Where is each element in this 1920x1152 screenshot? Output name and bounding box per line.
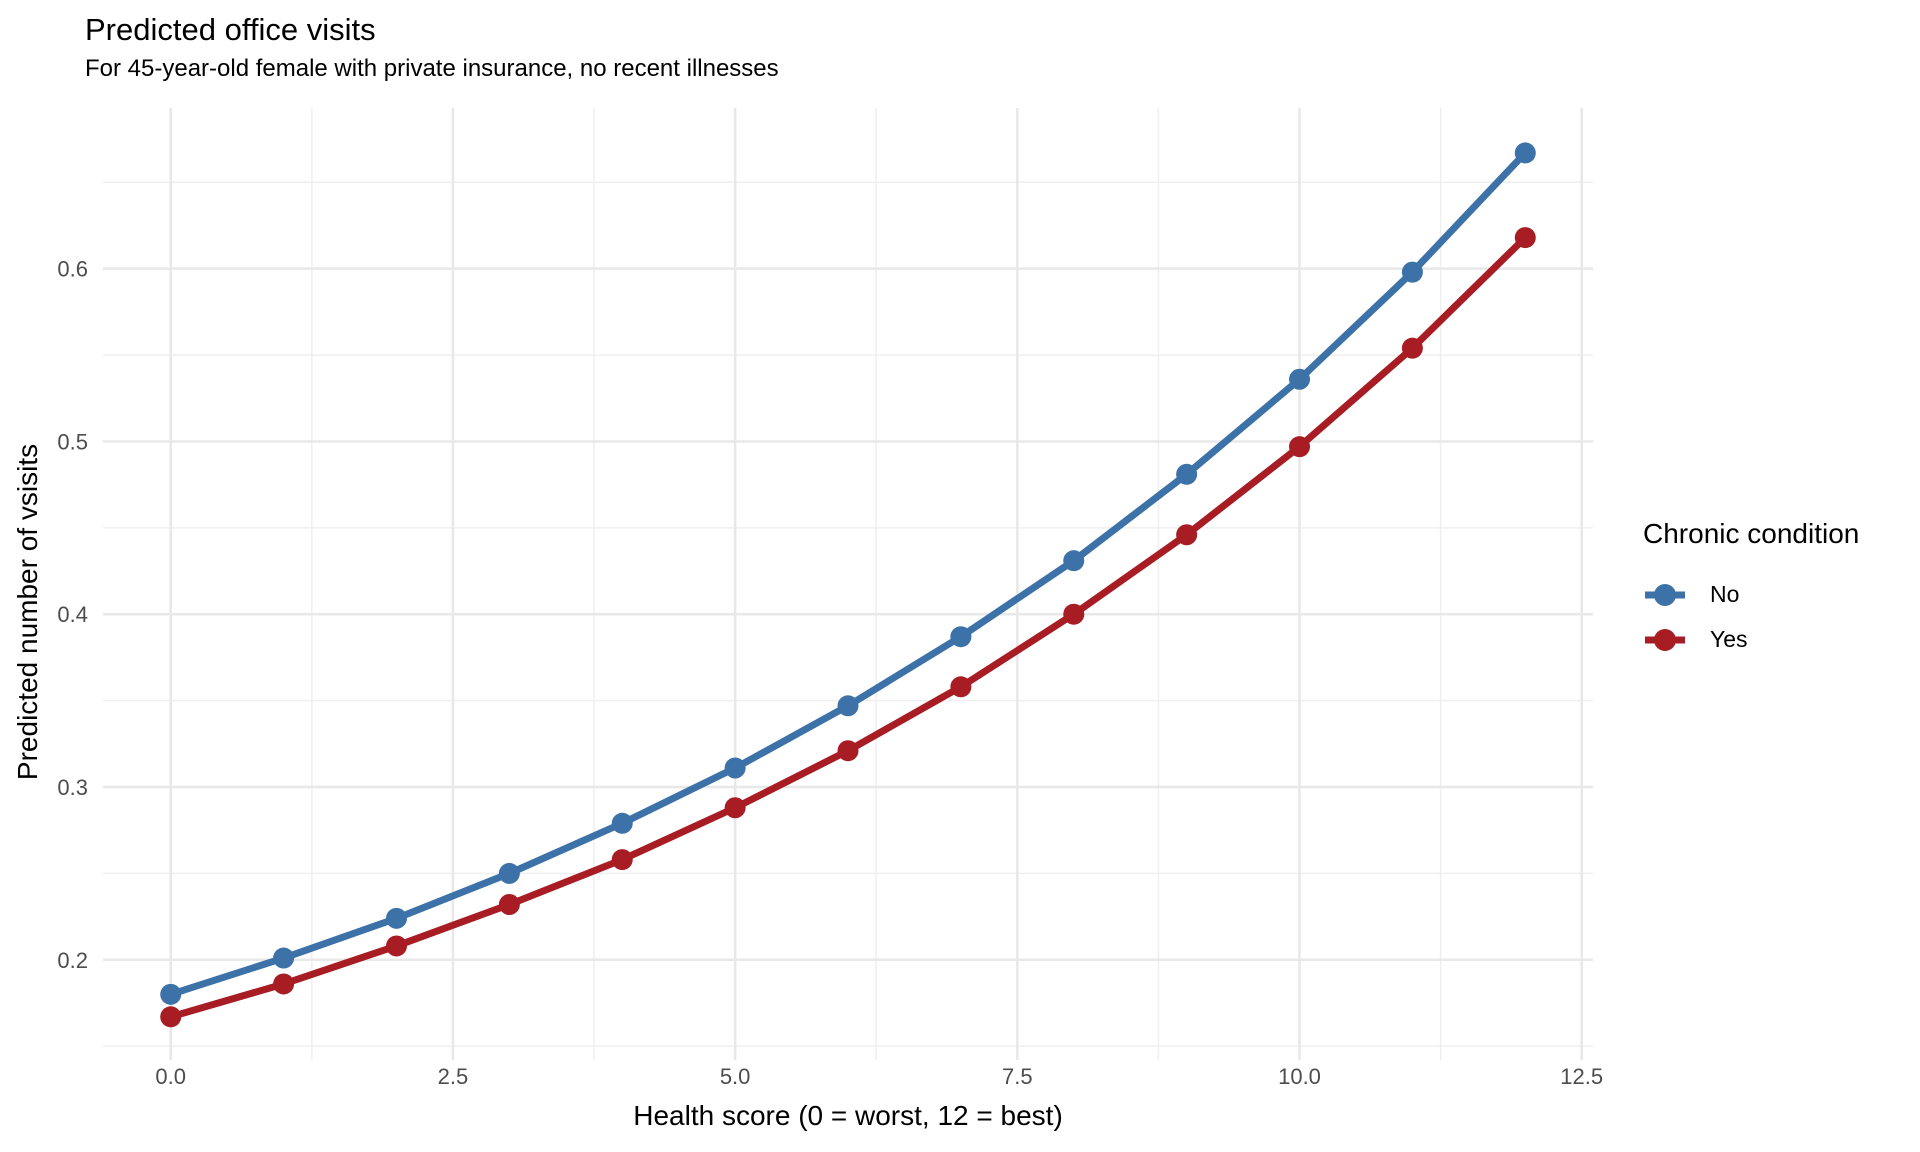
y-tick-label: 0.4: [57, 602, 88, 627]
data-point-no: [1063, 550, 1085, 572]
legend-key-no-icon: [1645, 583, 1685, 606]
x-tick-label: 10.0: [1278, 1064, 1321, 1089]
data-point-no: [1176, 463, 1198, 485]
data-point-yes: [160, 1006, 182, 1028]
data-point-no: [160, 983, 182, 1005]
data-point-no: [498, 862, 520, 884]
data-point-no: [611, 812, 633, 834]
legend-item-yes: Yes: [1643, 617, 1913, 662]
data-point-yes: [837, 740, 859, 762]
data-point-no: [1514, 142, 1536, 164]
data-point-yes: [724, 797, 746, 819]
y-tick-label: 0.2: [57, 948, 88, 973]
data-point-no: [273, 947, 295, 969]
x-tick-label: 7.5: [1002, 1064, 1033, 1089]
data-point-no: [1401, 261, 1423, 283]
data-point-yes: [273, 973, 295, 995]
legend-item-no: No: [1643, 572, 1913, 617]
data-point-no: [950, 626, 972, 648]
data-point-yes: [950, 676, 972, 698]
data-point-no: [1289, 368, 1311, 390]
data-point-no: [724, 757, 746, 779]
data-point-yes: [1176, 524, 1198, 546]
legend: Chronic condition No Yes: [1643, 518, 1913, 662]
data-point-yes: [1514, 227, 1536, 249]
legend-title: Chronic condition: [1643, 518, 1860, 549]
data-point-yes: [611, 849, 633, 871]
y-tick-label: 0.6: [57, 257, 88, 282]
y-tick-label: 0.3: [57, 775, 88, 800]
data-point-yes: [1063, 603, 1085, 625]
data-point-yes: [498, 894, 520, 916]
y-axis-title: Predicted number of vsisits: [12, 443, 43, 781]
data-point-yes: [385, 935, 407, 957]
y-tick-label: 0.5: [57, 429, 88, 454]
legend-key-yes-icon: [1645, 628, 1685, 651]
legend-label-yes: Yes: [1710, 626, 1748, 652]
x-tick-label: 12.5: [1560, 1064, 1603, 1089]
data-point-yes: [1289, 436, 1311, 458]
x-axis-title: Health score (0 = worst, 12 = best): [633, 1100, 1063, 1131]
series-line-no: [167, 149, 1529, 998]
data-point-no: [385, 907, 407, 929]
x-tick-label: 0.0: [155, 1064, 186, 1089]
data-point-no: [837, 695, 859, 717]
data-point-yes: [1401, 337, 1423, 359]
legend-label-no: No: [1710, 581, 1740, 607]
x-tick-label: 5.0: [720, 1064, 751, 1089]
chart-subtitle: For 45-year-old female with private insu…: [85, 55, 779, 82]
x-tick-label: 2.5: [438, 1064, 469, 1089]
chart-title: Predicted office visits: [85, 12, 376, 47]
